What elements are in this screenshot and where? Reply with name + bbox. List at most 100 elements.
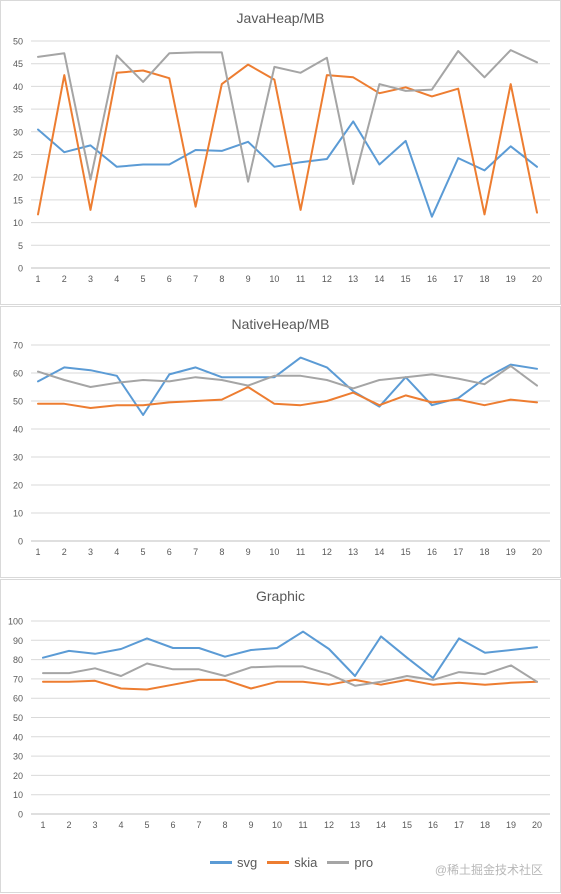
legend-swatch-svg	[210, 861, 232, 864]
y-tick-label: 40	[13, 732, 23, 742]
x-tick-label: 10	[272, 820, 282, 830]
x-tick-label: 13	[350, 820, 360, 830]
x-tick-label: 17	[454, 820, 464, 830]
x-tick-label: 20	[532, 820, 542, 830]
y-tick-label: 100	[8, 617, 23, 627]
y-tick-label: 10	[13, 218, 23, 228]
x-tick-label: 19	[506, 547, 516, 557]
x-tick-label: 20	[532, 274, 542, 284]
y-tick-label: 30	[13, 752, 23, 762]
y-tick-label: 5	[18, 241, 23, 251]
x-tick-label: 3	[92, 820, 97, 830]
x-tick-label: 7	[196, 820, 201, 830]
legend-item-svg: svg	[210, 855, 257, 870]
x-tick-label: 14	[374, 547, 384, 557]
y-tick-label: 0	[18, 810, 23, 820]
y-tick-label: 15	[13, 195, 23, 205]
y-tick-label: 10	[13, 790, 23, 800]
x-tick-label: 2	[62, 547, 67, 557]
x-tick-label: 20	[532, 547, 542, 557]
x-tick-label: 14	[376, 820, 386, 830]
y-tick-label: 30	[13, 453, 23, 463]
y-tick-label: 20	[13, 481, 23, 491]
watermark: @稀土掘金技术社区	[434, 863, 543, 877]
legend-swatch-pro	[327, 861, 350, 864]
x-tick-label: 5	[141, 547, 146, 557]
legend-label-skia: skia	[294, 855, 318, 870]
x-tick-label: 14	[374, 274, 384, 284]
x-tick-label: 17	[453, 547, 463, 557]
graphic-chart-panel: Graphic 0 10 20 30 40 50 60 70 80 90 100 1 2 3 4 5 6 7 8 9 1…	[0, 579, 561, 893]
series-line-pro	[37, 365, 538, 390]
x-tick-label: 18	[479, 547, 489, 557]
x-tick-label: 6	[170, 820, 175, 830]
x-tick-label: 1	[40, 820, 45, 830]
x-tick-label: 7	[193, 547, 198, 557]
x-tick-label: 13	[348, 547, 358, 557]
x-tick-label: 5	[144, 820, 149, 830]
x-tick-label: 9	[246, 547, 251, 557]
series-line-svg	[42, 630, 538, 679]
x-tick-label: 8	[222, 820, 227, 830]
chart-legend: svg skia pro	[210, 855, 373, 870]
series-line-skia	[37, 63, 538, 216]
x-tick-label: 15	[401, 274, 411, 284]
x-tick-label: 11	[296, 547, 305, 557]
y-tick-label: 45	[13, 59, 23, 69]
y-tick-label: 40	[13, 82, 23, 92]
x-tick-label: 12	[322, 274, 332, 284]
x-tick-label: 7	[193, 274, 198, 284]
x-tick-label: 17	[453, 274, 463, 284]
x-tick-label: 15	[401, 547, 411, 557]
y-tick-label: 70	[13, 674, 23, 684]
y-tick-label: 10	[13, 509, 23, 519]
x-tick-label: 9	[248, 820, 253, 830]
y-tick-label: 90	[13, 636, 23, 646]
x-tick-label: 15	[402, 820, 412, 830]
nativeheap-chart-panel: NativeHeap/MB 0 10 20 30 40 50 60 70 1 2 3 4 5 6 7 8 9 10…	[0, 306, 561, 578]
x-tick-label: 19	[506, 274, 516, 284]
y-tick-label: 60	[13, 369, 23, 379]
legend-item-pro: pro	[327, 855, 373, 870]
series-line-skia	[37, 386, 538, 409]
x-tick-label: 18	[479, 274, 489, 284]
x-tick-label: 2	[66, 820, 71, 830]
series-line-skia	[42, 678, 538, 691]
y-tick-label: 50	[13, 397, 23, 407]
x-tick-label: 12	[322, 547, 332, 557]
y-tick-label: 20	[13, 771, 23, 781]
x-tick-label: 8	[219, 274, 224, 284]
y-tick-label: 80	[13, 655, 23, 665]
legend-item-skia: skia	[267, 855, 317, 870]
y-tick-label: 60	[13, 694, 23, 704]
x-tick-label: 5	[141, 274, 146, 284]
x-tick-label: 13	[348, 274, 358, 284]
javaheap-chart-panel: JavaHeap/MB 0 5 10 15 20 25 30 35 40 45 50 1 2 3 4 5 6 7 8…	[0, 0, 561, 305]
series-line-svg	[37, 120, 538, 218]
x-tick-label: 11	[296, 274, 305, 284]
x-tick-label: 8	[219, 547, 224, 557]
x-tick-label: 1	[35, 274, 40, 284]
x-tick-label: 6	[167, 274, 172, 284]
x-tick-label: 9	[246, 274, 251, 284]
legend-label-pro: pro	[354, 855, 374, 870]
x-tick-label: 4	[118, 820, 123, 830]
x-tick-label: 12	[324, 820, 334, 830]
y-tick-label: 50	[13, 713, 23, 723]
y-tick-label: 0	[18, 264, 23, 274]
y-tick-label: 40	[13, 425, 23, 435]
x-tick-label: 4	[114, 274, 119, 284]
y-tick-label: 0	[18, 537, 23, 547]
x-tick-label: 3	[88, 547, 93, 557]
series-line-pro	[42, 662, 538, 687]
chart-title: JavaHeap/MB	[236, 10, 325, 26]
x-tick-label: 4	[114, 547, 119, 557]
x-tick-label: 19	[506, 820, 516, 830]
y-tick-label: 30	[13, 127, 23, 137]
legend-swatch-skia	[267, 861, 290, 864]
legend-label-svg: svg	[237, 855, 258, 870]
x-tick-label: 10	[269, 547, 279, 557]
